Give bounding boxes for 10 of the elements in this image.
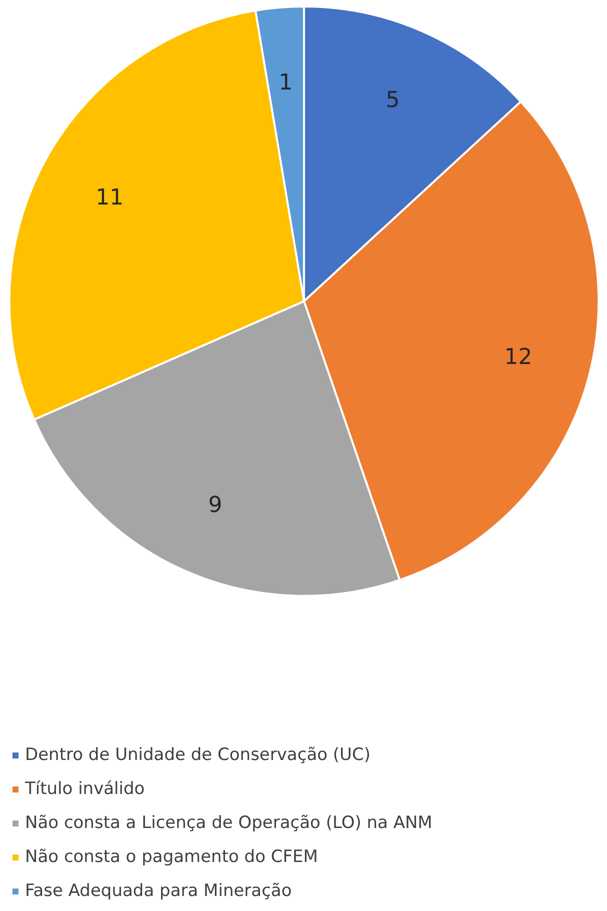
legend-label: Fase Adequada para Mineração: [25, 881, 292, 901]
legend-label: Dentro de Unidade de Conservação (UC): [25, 745, 370, 765]
legend-label: Não consta a Licença de Operação (LO) na ANM: [25, 813, 432, 833]
data-label: 9: [208, 493, 222, 518]
data-label: 11: [96, 185, 124, 210]
data-label: 1: [278, 70, 293, 96]
legend-label: Não consta o pagamento do CFEM: [25, 847, 318, 867]
legend-label: Título inválido: [25, 779, 145, 799]
data-label: 5: [386, 88, 400, 114]
data-label: 12: [504, 345, 532, 370]
